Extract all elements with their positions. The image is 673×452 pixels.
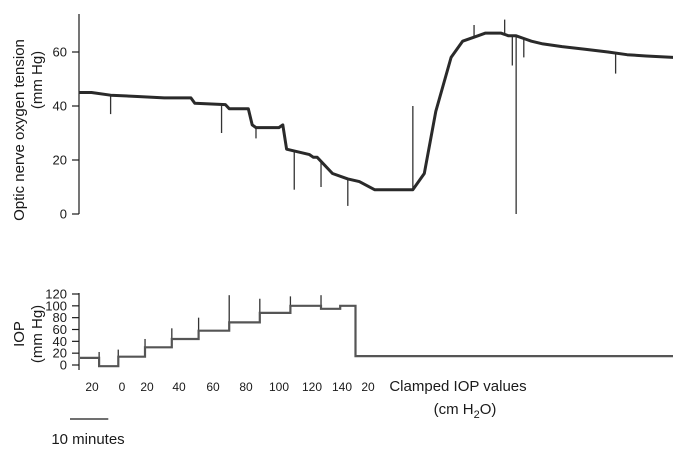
bottom-tick-label-60: 60 (53, 322, 67, 337)
iop-trace (80, 304, 673, 368)
bottom-tick-label-100: 100 (45, 298, 67, 313)
top-tick-label-0: 0 (60, 207, 67, 222)
top-tick-label-40: 40 (53, 99, 67, 114)
clamped-value-0: 20 (85, 380, 99, 394)
clamped-label-line1: Clamped IOP values (389, 378, 526, 395)
bottom-tick-label-0: 0 (60, 358, 67, 373)
clamped-value-9: 20 (361, 380, 375, 394)
bottom-tick-label-120: 120 (45, 287, 67, 302)
top-tick-label-60: 60 (53, 45, 67, 60)
bottom-tick-label-40: 40 (53, 334, 67, 349)
clamped-iop-values: 20 0 20 40 60 80 100 120 140 20 (85, 380, 375, 394)
clamped-value-1: 0 (119, 380, 126, 394)
top-ylabel-line1: Optic nerve oxygen tension (11, 39, 28, 221)
top-ylabel-line2: (mm Hg) (29, 51, 46, 109)
bottom-ylabel-line1: IOP (11, 321, 28, 347)
oxygen-tension-panel: 0 20 40 60 Optic nerve oxygen tension (mm H… (11, 14, 673, 222)
top-tick-label-20: 20 (53, 153, 67, 168)
time-scale-label: 10 minutes (51, 431, 124, 448)
subscript-two: 2 (474, 409, 480, 421)
bottom-tick-label-80: 80 (53, 310, 67, 325)
clamped-value-8: 140 (332, 380, 352, 394)
clamped-value-3: 40 (172, 380, 186, 394)
top-y-ticks: 0 20 40 60 (53, 45, 79, 222)
bottom-tick-label-20: 20 (53, 346, 67, 361)
clamped-value-5: 80 (239, 380, 253, 394)
clamped-label-line2: (cm H2O) (434, 401, 497, 421)
clamped-value-2: 20 (140, 380, 154, 394)
clamped-value-6: 100 (269, 380, 289, 394)
clamped-value-7: 120 (302, 380, 322, 394)
oxygen-tension-trace (78, 31, 673, 192)
bottom-ylabel-line2: (mm Hg) (29, 305, 46, 363)
clamped-value-4: 60 (206, 380, 220, 394)
top-artifact-spikes (109, 19, 617, 214)
